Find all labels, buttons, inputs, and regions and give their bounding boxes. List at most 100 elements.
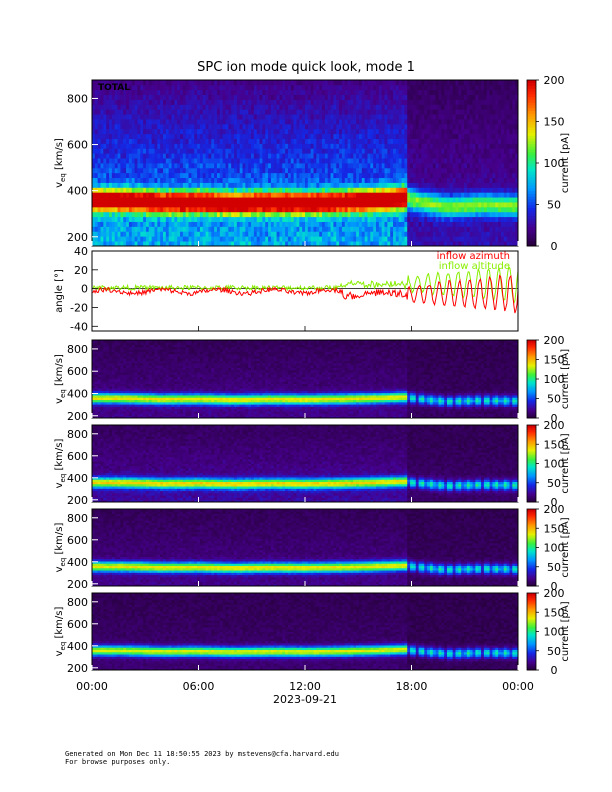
- total-cell: [293, 221, 297, 227]
- total-cell: [180, 148, 184, 154]
- total-cell: [245, 226, 249, 232]
- total-cell: [143, 202, 147, 208]
- total-cell: [441, 89, 445, 96]
- total-cell: [319, 163, 323, 169]
- total-cell: [472, 133, 476, 139]
- total-cell: [370, 148, 374, 154]
- total-cell: [492, 226, 496, 232]
- total-cell: [270, 177, 275, 183]
- total-cell: [466, 109, 471, 115]
- total-cell: [404, 84, 408, 91]
- total-cell: [336, 138, 340, 144]
- total-cell: [410, 133, 414, 139]
- total-cell: [503, 192, 508, 198]
- total-cell: [117, 84, 121, 91]
- total-cell: [160, 241, 164, 247]
- total-cell: [407, 104, 411, 110]
- total-cell: [265, 177, 269, 183]
- total-cell: [140, 182, 144, 188]
- total-cell: [180, 172, 184, 179]
- total-cell: [472, 226, 476, 232]
- total-cell: [472, 128, 476, 135]
- total-cell: [384, 231, 388, 237]
- total-cell: [429, 197, 434, 203]
- total-cell: [344, 80, 348, 86]
- total-cell: [498, 99, 502, 105]
- total-cell: [216, 216, 221, 222]
- total-cell: [350, 192, 354, 198]
- total-cell: [466, 231, 471, 237]
- total-cell: [296, 153, 300, 159]
- total-cell: [395, 89, 400, 96]
- total-cell: [299, 153, 303, 159]
- total-cell: [202, 182, 206, 188]
- total-cell: [452, 163, 456, 169]
- total-cell: [293, 216, 297, 222]
- total-cell: [191, 231, 195, 237]
- total-cell: [106, 163, 110, 169]
- total-cell: [495, 197, 499, 203]
- total-cell: [353, 89, 357, 96]
- total-cell: [234, 216, 238, 222]
- total-cell: [106, 182, 110, 188]
- total-cell: [472, 153, 476, 159]
- total-cell: [134, 94, 138, 100]
- total-cell: [97, 89, 101, 96]
- total-cell: [137, 128, 141, 135]
- total-cell: [415, 197, 419, 203]
- total-cell: [160, 123, 164, 130]
- total-cell: [103, 182, 107, 188]
- total-cell: [276, 236, 280, 242]
- total-cell: [174, 211, 178, 218]
- total-cell: [410, 236, 414, 242]
- total-cell: [253, 148, 258, 154]
- total-cell: [452, 202, 456, 208]
- total-cell: [429, 158, 434, 164]
- total-cell: [197, 226, 201, 232]
- total-cell: [418, 221, 422, 227]
- total-cell: [168, 202, 172, 208]
- total-cell: [296, 84, 300, 91]
- total-cell: [299, 211, 303, 218]
- total-cell: [432, 84, 437, 91]
- total-cell: [307, 202, 312, 208]
- total-cell: [466, 80, 471, 86]
- total-cell: [265, 167, 269, 174]
- total-cell: [361, 216, 366, 222]
- total-cell: [236, 89, 241, 96]
- total-cell: [262, 99, 266, 105]
- total-cell: [492, 192, 496, 198]
- total-cell: [455, 80, 459, 86]
- total-cell: [458, 221, 462, 227]
- total-cell: [216, 143, 221, 149]
- total-cell: [137, 104, 141, 110]
- total-cell: [472, 138, 476, 144]
- total-cell: [410, 123, 414, 130]
- total-cell: [276, 202, 280, 208]
- total-cell: [495, 211, 499, 218]
- total-cell: [270, 216, 275, 222]
- total-cell: [316, 114, 320, 120]
- total-cell: [188, 153, 192, 159]
- total-cell: [290, 182, 295, 188]
- total-cell: [418, 182, 422, 188]
- total-cell: [441, 182, 445, 188]
- total-cell: [313, 211, 317, 218]
- total-cell: [242, 99, 246, 105]
- total-cell: [481, 206, 485, 213]
- total-cell: [225, 143, 229, 149]
- total-cell: [174, 177, 178, 183]
- total-cell: [339, 241, 343, 247]
- total-cell: [276, 133, 280, 139]
- total-cell: [160, 99, 164, 105]
- total-cell: [194, 241, 198, 247]
- total-cell: [500, 206, 505, 213]
- total-cell: [500, 128, 505, 135]
- total-cell: [265, 231, 269, 237]
- total-cell: [157, 138, 161, 144]
- total-cell: [339, 167, 343, 174]
- total-cell: [356, 89, 360, 96]
- total-cell: [395, 163, 400, 169]
- total-cell: [302, 187, 306, 193]
- total-cell: [461, 143, 465, 149]
